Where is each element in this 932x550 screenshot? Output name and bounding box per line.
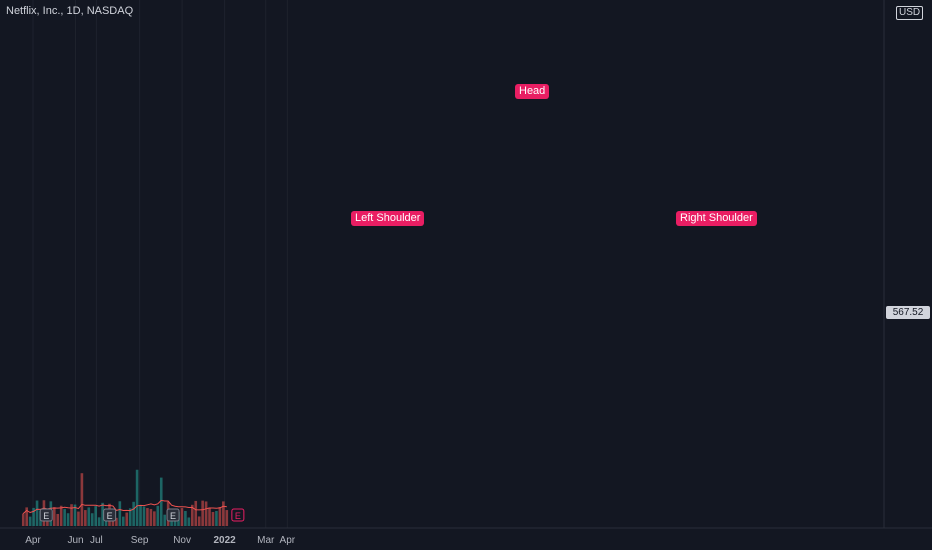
volume-bar-21 — [94, 506, 97, 526]
volume-bar-35 — [142, 506, 146, 526]
earnings-marker-text: E — [170, 511, 176, 521]
volume-pane — [21, 469, 229, 526]
volume-bar-38 — [153, 511, 156, 526]
earnings-marker-box — [166, 508, 180, 522]
volume-bar-16 — [77, 511, 80, 526]
volume-bar-1 — [25, 507, 28, 526]
grid — [32, 0, 288, 528]
volume-bar-52 — [201, 500, 204, 526]
volume-bar-32 — [132, 501, 135, 526]
volume-bar-12 — [63, 509, 66, 526]
x-tick-6: Mar — [257, 535, 275, 546]
volume-bar-56 — [215, 510, 218, 526]
x-tick-0: Apr — [25, 535, 41, 546]
right-shoulder-label[interactable]: Right Shoulder — [676, 211, 757, 226]
volume-bar-11 — [59, 505, 63, 526]
volume-bar-57 — [218, 507, 222, 526]
volume-bar-37 — [149, 508, 153, 526]
volume-bar-36 — [146, 508, 149, 526]
volume-bar-19 — [87, 507, 91, 526]
volume-bar-47 — [184, 510, 187, 526]
volume-bar-30 — [125, 512, 129, 526]
volume-bar-10 — [56, 513, 60, 526]
volume-bar-55 — [211, 511, 215, 526]
earnings-marker-text: E — [107, 511, 113, 521]
x-tick-2: Jul — [90, 535, 103, 546]
volume-bar-23 — [101, 502, 104, 526]
volume-bar-59 — [225, 510, 229, 526]
volume-bar-2 — [28, 516, 32, 526]
left-shoulder-label[interactable]: Left Shoulder — [351, 211, 425, 226]
volume-bar-40 — [159, 477, 163, 526]
volume-bar-22 — [97, 517, 101, 526]
earnings-marker-2[interactable]: E — [166, 508, 180, 522]
volume-ma-line — [22, 499, 227, 514]
volume-bar-9 — [52, 507, 56, 526]
volume-bar-49 — [190, 504, 194, 526]
volume-bar-18 — [84, 510, 87, 526]
volume-bar-51 — [197, 516, 201, 526]
volume-bar-28 — [118, 501, 122, 526]
earnings-marker-0[interactable]: E — [39, 508, 53, 522]
volume-bar-58 — [222, 501, 225, 526]
volume-bar-15 — [73, 504, 77, 526]
volume-bar-29 — [121, 516, 125, 526]
volume-bar-14 — [70, 504, 73, 526]
earnings-marker-text: E — [43, 511, 49, 521]
earnings-marker-box — [103, 508, 117, 522]
current-price-label: 567.52 — [886, 306, 930, 319]
x-tick-3: Sep — [131, 535, 149, 546]
volume-bar-31 — [128, 508, 132, 526]
volume-bar-54 — [208, 507, 211, 526]
x-tick-1: Jun — [67, 535, 83, 546]
earnings-marker-1[interactable]: E — [103, 508, 117, 522]
x-tick-7: Apr — [280, 535, 296, 546]
volume-bar-3 — [32, 507, 35, 526]
earnings-marker-3[interactable]: E — [231, 508, 245, 522]
volume-bar-34 — [139, 505, 142, 526]
volume-bar-17 — [80, 473, 84, 526]
volume-bar-39 — [156, 505, 160, 526]
x-tick-4: Nov — [173, 535, 191, 546]
head-label[interactable]: Head — [515, 84, 550, 99]
volume-bar-4 — [35, 500, 39, 526]
x-tick-5: 2022 — [213, 535, 236, 546]
currency-label[interactable]: USD — [896, 6, 924, 20]
volume-bar-48 — [187, 517, 191, 526]
earnings-marker-box — [231, 508, 245, 522]
chart-title: Netflix, Inc., 1D, NASDAQ — [6, 5, 134, 17]
volume-bar-41 — [163, 514, 166, 526]
volume-bar-53 — [204, 501, 208, 526]
volume-bar-27 — [115, 517, 118, 526]
volume-bar-20 — [90, 513, 94, 526]
volume-bar-50 — [194, 500, 198, 526]
earnings-marker-box — [39, 508, 53, 522]
volume-bar-0 — [21, 513, 25, 526]
volume-bar-13 — [66, 513, 70, 526]
earnings-marker-text: E — [235, 511, 241, 521]
volume-bar-46 — [180, 508, 184, 526]
volume-bar-33 — [135, 469, 139, 526]
